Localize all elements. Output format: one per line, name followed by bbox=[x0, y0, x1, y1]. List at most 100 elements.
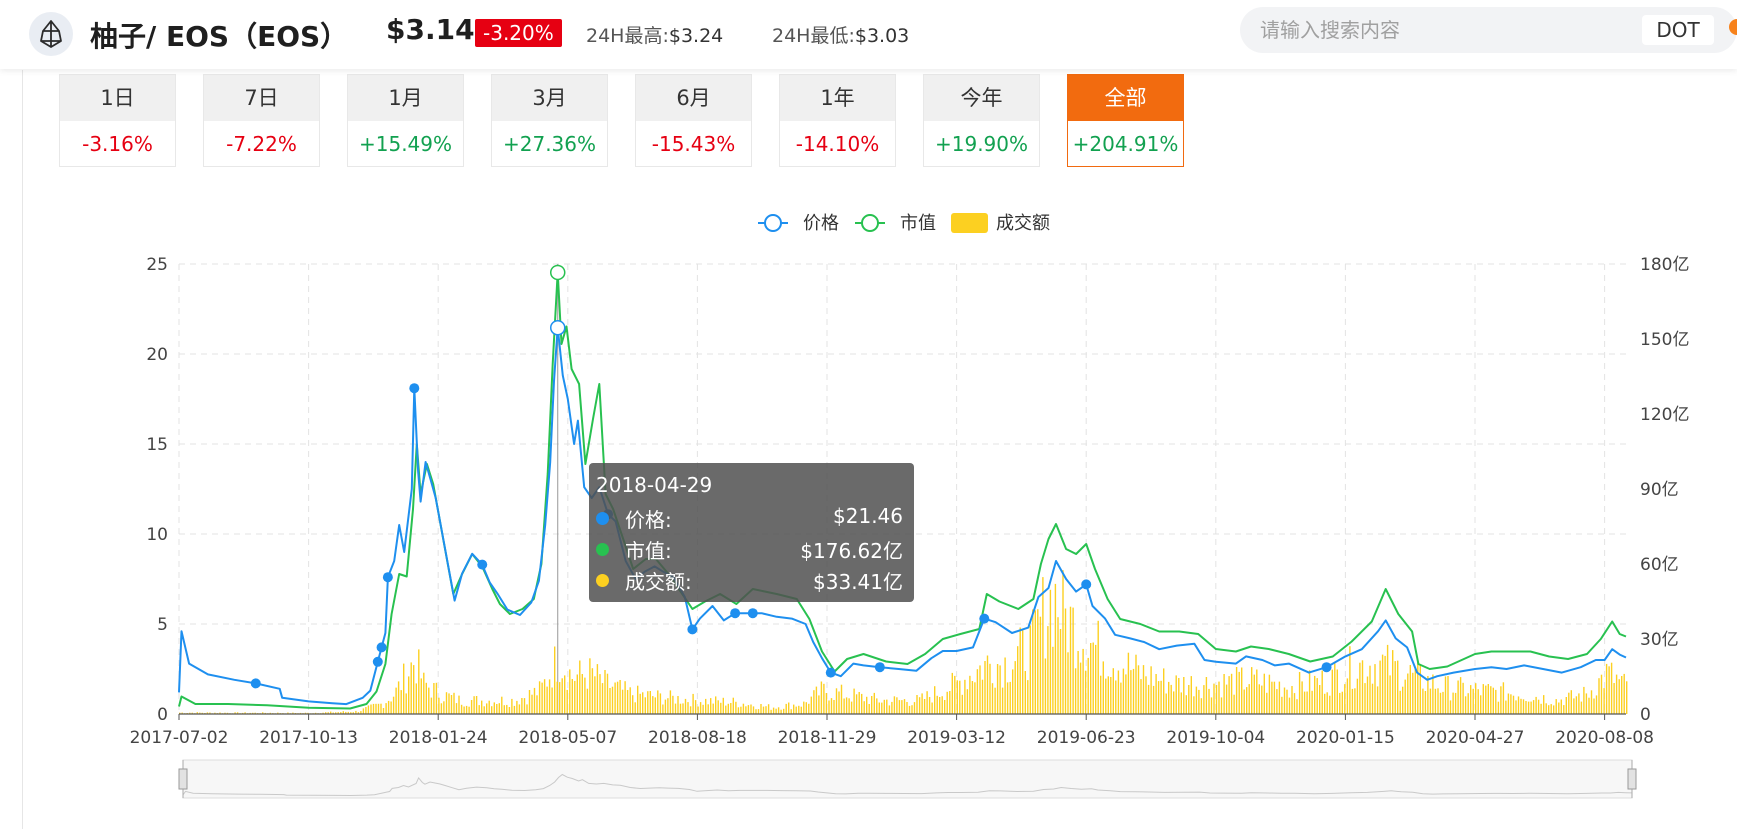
legend-swatch-box bbox=[951, 213, 988, 233]
volume-bar bbox=[1311, 690, 1313, 714]
volume-bar bbox=[1482, 684, 1484, 714]
volume-bar bbox=[961, 694, 963, 714]
volume-bar bbox=[254, 712, 256, 714]
search-input[interactable] bbox=[1260, 16, 1620, 44]
price-chart[interactable]: 价格 市值 成交额 0 5 10 15 20 25 0 30亿 60亿 90亿 120亿 150亿 180亿… bbox=[0, 190, 1737, 829]
volume-bar bbox=[443, 701, 445, 714]
x-tick-label: 2018-08-18 bbox=[648, 728, 747, 748]
period-1m[interactable]: 1月 +15.49% bbox=[347, 74, 464, 167]
price-marker bbox=[979, 613, 990, 624]
volume-bar bbox=[715, 696, 717, 714]
volume-bar bbox=[403, 663, 405, 714]
volume-bar bbox=[777, 707, 780, 714]
volume-bar bbox=[1190, 676, 1192, 714]
volume-bar bbox=[1308, 670, 1311, 714]
volume-bar bbox=[1593, 698, 1595, 714]
volume-bar bbox=[455, 703, 458, 714]
volume-bar bbox=[1346, 678, 1349, 714]
volume-bar bbox=[463, 706, 465, 714]
volume-bar bbox=[1560, 699, 1562, 714]
volume-bar bbox=[1198, 689, 1200, 714]
volume-bar bbox=[445, 692, 448, 714]
volume-bar bbox=[657, 690, 659, 714]
volume-bar bbox=[767, 704, 770, 714]
price-marker bbox=[825, 667, 836, 678]
search-box: DOT bbox=[1240, 7, 1737, 53]
period-3m[interactable]: 3月 +27.36% bbox=[491, 74, 608, 167]
volume-bar bbox=[1004, 657, 1006, 714]
volume-bar bbox=[858, 692, 860, 714]
volume-bar bbox=[810, 696, 812, 714]
volume-bar bbox=[908, 705, 911, 714]
volume-bar bbox=[1228, 676, 1230, 714]
volume-bar bbox=[750, 704, 752, 714]
volume-bar bbox=[1366, 676, 1369, 714]
volume-bar bbox=[554, 646, 556, 714]
volume-bar bbox=[1178, 678, 1180, 714]
volume-bar bbox=[1470, 685, 1472, 714]
volume-bar bbox=[1160, 680, 1162, 714]
volume-bar bbox=[966, 689, 969, 714]
period-ytd[interactable]: 今年 +19.90% bbox=[923, 74, 1040, 167]
volume-bar bbox=[1490, 686, 1492, 714]
volume-bar bbox=[702, 704, 704, 714]
period-7d[interactable]: 7日 -7.22% bbox=[203, 74, 320, 167]
volume-bar bbox=[551, 687, 553, 714]
volume-bar bbox=[1288, 697, 1291, 714]
volume-bar bbox=[934, 686, 936, 714]
volume-bar bbox=[508, 707, 511, 714]
volume-bar bbox=[1283, 687, 1286, 714]
volume-bar bbox=[1570, 690, 1572, 714]
volume-bar bbox=[559, 682, 561, 714]
volume-bar bbox=[1467, 693, 1469, 714]
price-marker bbox=[376, 642, 387, 653]
tooltip-value: $21.46 bbox=[833, 504, 903, 528]
volume-bar bbox=[790, 709, 792, 714]
tooltip-label: 市值: bbox=[625, 539, 672, 563]
volume-bar bbox=[999, 665, 1001, 714]
period-1y[interactable]: 1年 -14.10% bbox=[779, 74, 896, 167]
volume-bar bbox=[1052, 646, 1054, 714]
period-change: +15.49% bbox=[358, 132, 453, 156]
volume-bar bbox=[1175, 675, 1177, 714]
volume-bar bbox=[783, 708, 785, 714]
volume-bar bbox=[840, 684, 843, 714]
volume-bar bbox=[543, 679, 546, 714]
x-tick-label: 2017-10-13 bbox=[259, 728, 358, 748]
volume-bar bbox=[991, 683, 994, 714]
high-24h-value: $3.24 bbox=[668, 25, 724, 47]
volume-bar bbox=[1319, 685, 1321, 714]
volume-bar bbox=[1487, 684, 1489, 714]
volume-bar bbox=[1457, 680, 1459, 714]
volume-bar bbox=[1475, 683, 1477, 714]
volume-bar bbox=[513, 705, 516, 714]
volume-bar bbox=[430, 697, 433, 714]
zoom-slider[interactable] bbox=[178, 759, 1637, 799]
volume-bar bbox=[1505, 700, 1507, 714]
volume-bar bbox=[1027, 680, 1029, 714]
y-right-tick-label: 150亿 bbox=[1640, 330, 1689, 350]
y-right-tick-label: 120亿 bbox=[1640, 405, 1689, 425]
volume-bar bbox=[881, 702, 883, 714]
volume-bar bbox=[1548, 705, 1550, 714]
volume-bar bbox=[541, 682, 543, 714]
volume-bar bbox=[1110, 677, 1112, 714]
period-change: +19.90% bbox=[934, 132, 1029, 156]
volume-bar bbox=[591, 668, 594, 714]
volume-bar bbox=[372, 703, 375, 714]
volume-bar bbox=[916, 695, 918, 714]
left-rule bbox=[22, 70, 23, 829]
period-change: -3.16% bbox=[82, 132, 153, 156]
volume-bar bbox=[667, 698, 669, 714]
period-all[interactable]: 全部 +204.91% bbox=[1067, 74, 1184, 167]
volume-bar bbox=[518, 704, 521, 714]
volume-bar bbox=[1585, 693, 1588, 714]
period-6m[interactable]: 6月 -15.43% bbox=[635, 74, 752, 167]
search-tag-dot[interactable]: DOT bbox=[1642, 15, 1714, 45]
volume-bar bbox=[1575, 696, 1578, 714]
volume-bar bbox=[1084, 670, 1087, 714]
period-label: 1日 bbox=[60, 75, 175, 121]
tooltip-date: 2018-04-29 bbox=[596, 473, 713, 497]
volume-bar bbox=[478, 705, 480, 714]
period-1d[interactable]: 1日 -3.16% bbox=[59, 74, 176, 167]
